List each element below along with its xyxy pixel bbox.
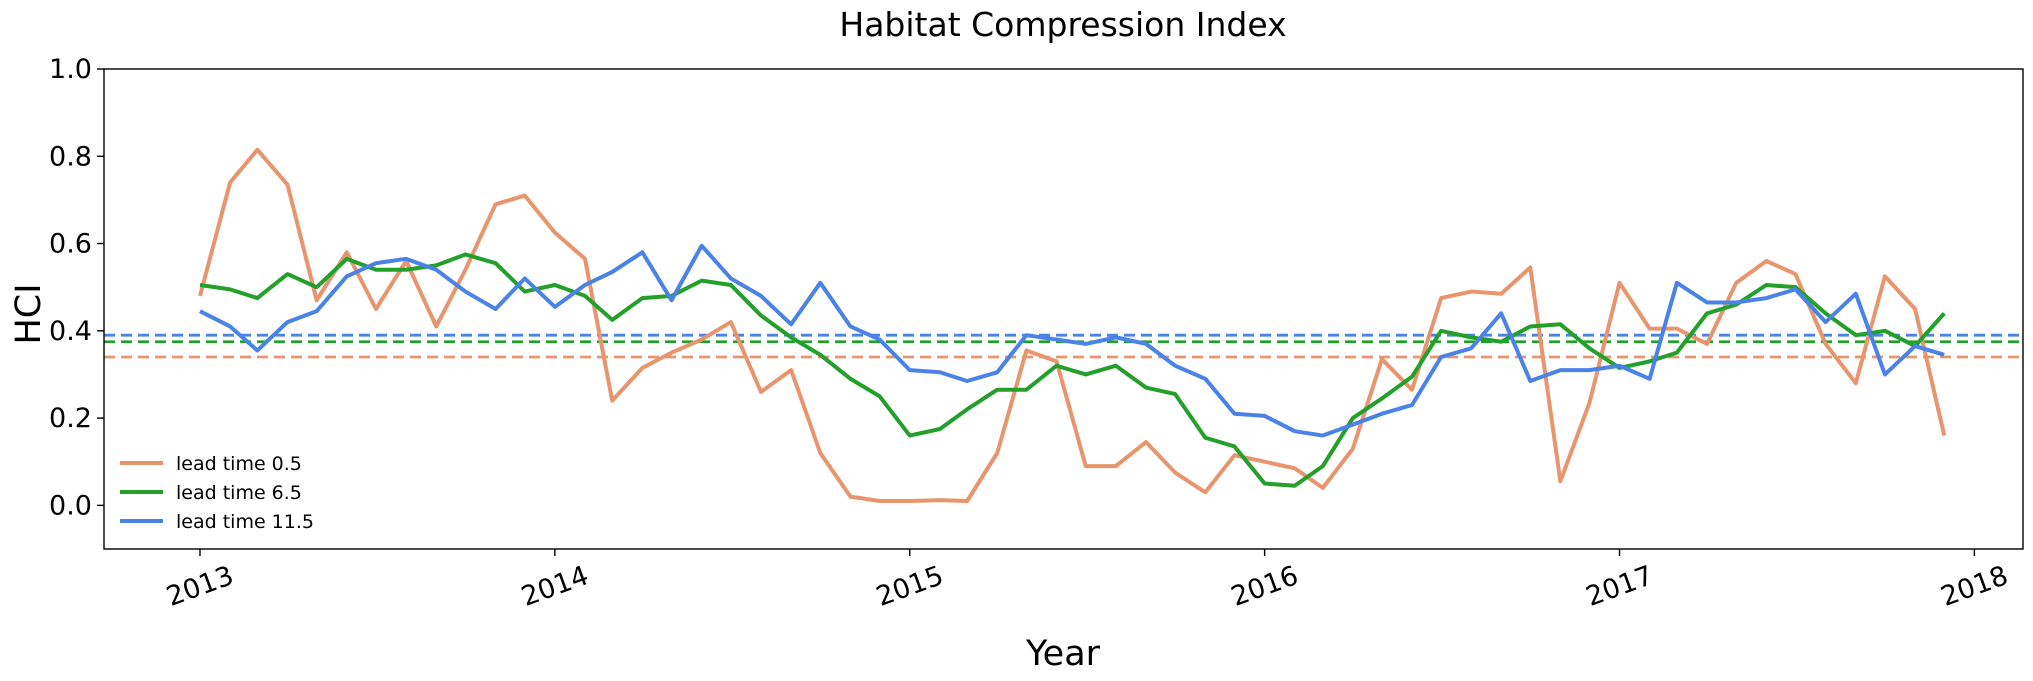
- y-tick-label: 0.0: [49, 490, 92, 521]
- x-tick-label: 2015: [872, 560, 947, 613]
- x-tick-label: 2018: [1937, 560, 2012, 613]
- x-tick-label: 2017: [1582, 560, 1657, 613]
- legend-label-2: lead time 6.5: [176, 482, 302, 504]
- legend-label-3: lead time 11.5: [176, 511, 314, 533]
- y-tick-label: 0.8: [49, 141, 92, 172]
- y-tick-label: 0.6: [49, 229, 92, 260]
- chart-title: Habitat Compression Index: [839, 5, 1286, 44]
- series-line-1: [198, 147, 1947, 503]
- series-line-3: [199, 243, 1945, 438]
- y-axis-title: HCI: [9, 283, 49, 344]
- y-tick-label: 0.2: [49, 403, 92, 434]
- y-tick-label: 1.0: [49, 54, 92, 85]
- plot-frame: [103, 68, 2024, 550]
- x-axis-title: Year: [1025, 634, 1101, 674]
- legend: lead time 0.5 lead time 6.5 lead time 11.5: [120, 453, 314, 533]
- legend-label-1: lead time 0.5: [176, 453, 302, 475]
- x-tick-label: 2016: [1227, 560, 1302, 613]
- y-tick-label: 0.4: [49, 316, 92, 347]
- x-tick-label: 2014: [517, 560, 592, 613]
- x-tick-label: 2013: [163, 560, 238, 613]
